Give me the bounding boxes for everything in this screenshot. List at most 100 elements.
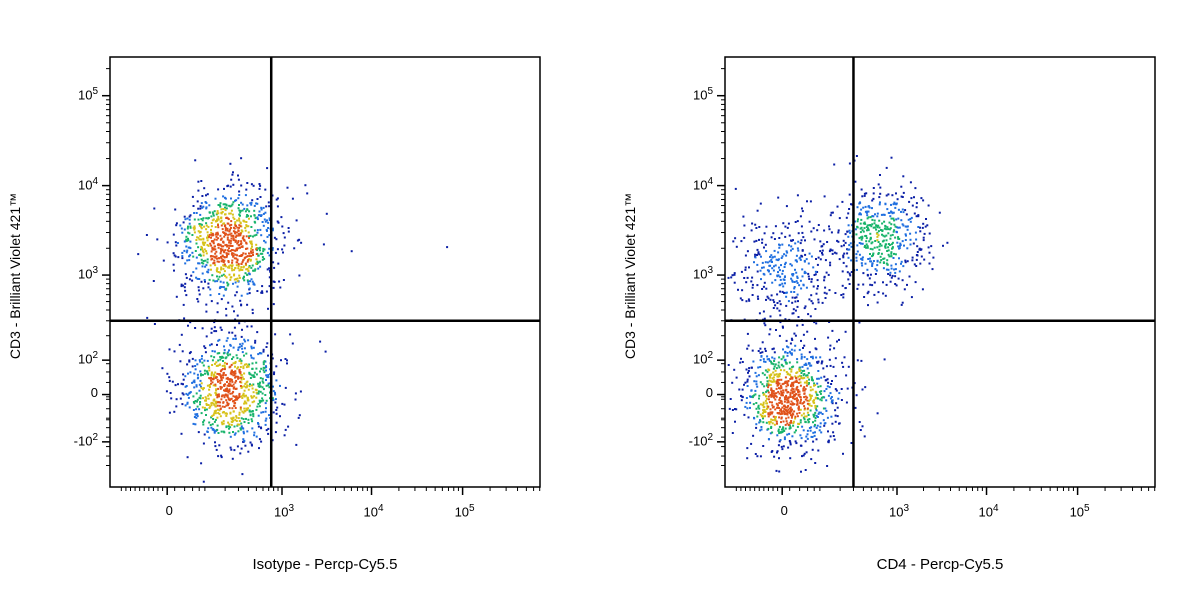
event-point xyxy=(246,430,249,433)
event-point xyxy=(271,357,274,360)
event-point xyxy=(162,259,165,262)
event-point xyxy=(279,384,281,387)
event-point xyxy=(238,394,241,397)
event-point xyxy=(791,280,794,283)
event-point xyxy=(251,420,254,423)
event-point xyxy=(782,426,785,429)
event-point xyxy=(809,397,812,400)
event-point xyxy=(889,237,892,240)
event-point xyxy=(228,390,231,393)
event-point xyxy=(848,244,851,247)
event-point xyxy=(890,252,893,255)
event-point xyxy=(242,432,245,435)
event-point xyxy=(786,345,788,348)
event-point xyxy=(829,348,831,351)
event-point xyxy=(779,401,782,404)
event-point xyxy=(847,256,850,259)
event-point xyxy=(855,233,858,236)
event-point xyxy=(779,278,782,281)
event-point xyxy=(862,283,865,286)
event-point xyxy=(867,227,869,230)
event-point xyxy=(230,178,233,181)
event-point xyxy=(786,413,789,416)
event-point xyxy=(227,425,230,428)
event-point xyxy=(172,233,175,236)
event-point xyxy=(760,355,763,358)
event-point xyxy=(241,351,244,354)
event-point xyxy=(215,361,218,364)
event-point xyxy=(180,227,183,230)
event-point xyxy=(922,222,925,225)
chart-panel-1: 0 103 104 105 105 104 103 102 0 -102 Isotype - Per… xyxy=(7,56,541,573)
event-point xyxy=(751,222,754,225)
event-point xyxy=(211,415,214,418)
event-point xyxy=(765,421,768,424)
event-point xyxy=(850,442,853,444)
event-point xyxy=(803,381,806,384)
event-point xyxy=(213,410,216,413)
event-point xyxy=(252,413,255,416)
event-point xyxy=(762,421,765,424)
event-point xyxy=(778,237,781,239)
event-point xyxy=(244,340,247,343)
event-point xyxy=(229,384,232,387)
event-point xyxy=(200,382,203,385)
event-point xyxy=(809,200,812,203)
event-point xyxy=(793,403,796,406)
event-point xyxy=(212,279,215,282)
event-point xyxy=(206,384,209,387)
event-point xyxy=(220,398,223,401)
event-point xyxy=(248,409,251,412)
event-point xyxy=(286,362,288,365)
event-point xyxy=(816,405,819,408)
event-point xyxy=(878,245,881,248)
event-point xyxy=(250,247,253,250)
event-point xyxy=(274,393,277,396)
event-point xyxy=(214,445,217,448)
event-point xyxy=(820,390,823,393)
event-point xyxy=(208,384,211,386)
event-point xyxy=(879,192,882,195)
event-point xyxy=(770,418,773,421)
event-point xyxy=(197,300,200,303)
event-point xyxy=(809,364,812,367)
event-point xyxy=(186,393,189,396)
event-point xyxy=(745,300,748,303)
event-point xyxy=(787,401,790,404)
event-point xyxy=(214,383,217,386)
event-point xyxy=(765,390,768,393)
event-point xyxy=(277,221,280,224)
event-point xyxy=(200,218,203,220)
event-point xyxy=(797,232,800,235)
event-point xyxy=(206,261,209,264)
event-point xyxy=(740,357,742,360)
event-point xyxy=(829,264,832,267)
event-point xyxy=(882,262,885,264)
event-point xyxy=(927,204,930,207)
event-point xyxy=(867,290,870,293)
event-point xyxy=(804,395,807,398)
event-point xyxy=(902,175,905,178)
event-point xyxy=(222,264,225,267)
event-point xyxy=(255,396,258,399)
event-point xyxy=(826,465,829,467)
event-point xyxy=(230,373,233,376)
event-point xyxy=(267,384,270,387)
event-point xyxy=(229,446,232,449)
event-point xyxy=(197,246,200,249)
event-point xyxy=(800,470,802,473)
event-point xyxy=(908,275,911,278)
event-point xyxy=(224,244,227,247)
event-point xyxy=(250,215,252,218)
event-point xyxy=(249,441,252,444)
event-point xyxy=(885,268,888,271)
event-point xyxy=(795,387,798,390)
event-point xyxy=(267,307,269,310)
event-point xyxy=(222,208,225,210)
event-point xyxy=(769,411,772,414)
event-point xyxy=(201,355,203,358)
event-point xyxy=(770,395,773,398)
event-point xyxy=(761,372,764,375)
event-point xyxy=(777,271,779,274)
event-point xyxy=(244,262,247,265)
